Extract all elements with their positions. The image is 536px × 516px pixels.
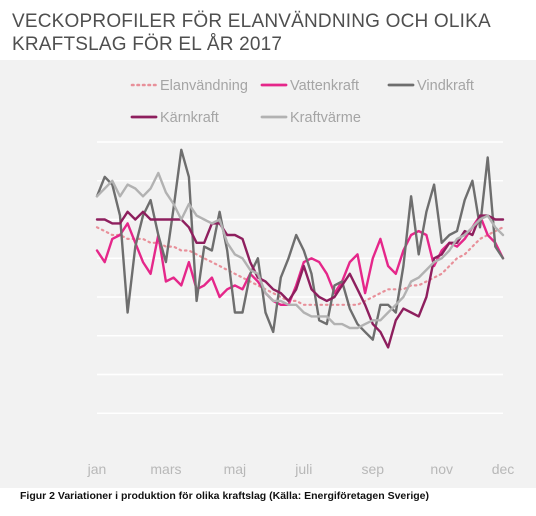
series-line-kärnkraft (95, 210, 505, 349)
x-tick-label: nov (430, 461, 453, 477)
chart-panel: Elanvändning Vattenkraft Vindkraft Kärnkraf… (0, 60, 536, 488)
legend-label: Kärnkraft (160, 110, 219, 126)
x-tick-label: juli (294, 461, 312, 477)
x-tick-label: sep (361, 461, 384, 477)
legend-label: Kraftvärme (290, 110, 361, 126)
legend: Elanvändning Vattenkraft Vindkraft Kärnkraf… (130, 78, 474, 126)
series-line-elanvändning (95, 226, 505, 306)
x-tick-label: dec (492, 461, 515, 477)
line-chart: Elanvändning Vattenkraft Vindkraft Kärnkraf… (87, 78, 515, 477)
legend-label: Vindkraft (417, 78, 474, 94)
legend-label: Elanvändning (160, 78, 248, 94)
x-axis-ticks: jan mars maj juli sep nov dec (87, 461, 515, 477)
series-line-kraftvärme (95, 171, 505, 330)
figure-caption: Figur 2 Variationer i produktion för oli… (20, 490, 430, 502)
chart-title: VECKOPROFILER FÖR ELANVÄNDNING OCH OLIKA… (12, 11, 490, 55)
x-tick-label: jan (87, 461, 107, 477)
series-line-vindkraft (95, 148, 505, 341)
x-tick-label: maj (224, 461, 247, 477)
x-tick-label: mars (150, 461, 181, 477)
legend-label: Vattenkraft (290, 78, 359, 94)
series-lines (95, 148, 505, 349)
series-line-vattenkraft (95, 214, 505, 307)
